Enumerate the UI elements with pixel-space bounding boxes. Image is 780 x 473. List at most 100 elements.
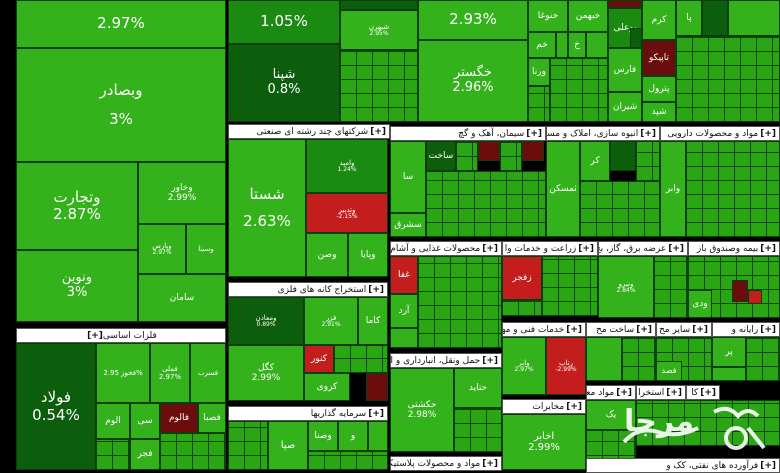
treemap-cell[interactable] — [712, 367, 746, 381]
expand-icon[interactable]: [+] — [482, 459, 498, 469]
treemap-cell-dark-red[interactable] — [732, 280, 748, 302]
sector-header-food[interactable]: [+]محصولات غذایی و آشام — [390, 241, 502, 256]
treemap-cell-vabar[interactable]: وابر — [660, 141, 686, 237]
sector-header-power[interactable]: [+]عرضه برق، گاز، بخ — [598, 241, 688, 256]
treemap-cell-saman[interactable]: سامان — [138, 274, 226, 322]
treemap-cell-kh[interactable]: خ — [568, 32, 586, 58]
treemap-cell-bank-top[interactable]: 2.97% — [16, 0, 226, 48]
expand-icon[interactable]: [+] — [566, 325, 582, 335]
treemap-cell-col3-top[interactable]: 2.93% — [418, 0, 528, 40]
treemap-cell-varna[interactable]: ورنا — [528, 58, 550, 86]
treemap-cell-shasta[interactable]: شستا 2.63% — [228, 139, 306, 277]
sector-header-bime[interactable]: [+]بیمه وصندوق باز — [688, 241, 780, 256]
expand-icon[interactable]: [+] — [578, 244, 594, 254]
treemap-cell-fasba[interactable]: فصبا — [198, 403, 226, 433]
treemap-cell-sashargh[interactable]: سشرق — [390, 213, 426, 237]
treemap-cell-vareza[interactable]: وابر 2.97% — [502, 337, 546, 395]
expand-icon[interactable]: [+] — [370, 127, 386, 137]
treemap-cell-petrol[interactable]: پترول — [642, 76, 676, 102]
treemap-cell-pex[interactable]: پر — [712, 337, 746, 367]
treemap-cell-dark[interactable] — [610, 141, 636, 171]
treemap-cell-metal-1[interactable]: فخوز 2.95% — [96, 343, 150, 403]
sector-header-transport[interactable]: [+]حمل ونقل، انبارداری و ار — [390, 353, 502, 368]
treemap-cell-saakht[interactable]: ساخت — [426, 141, 456, 171]
treemap-cell-build[interactable] — [586, 337, 622, 381]
sector-header-cement[interactable]: [+]سیمان، آهک و گچ — [390, 126, 546, 141]
expand-icon[interactable]: [+] — [368, 285, 384, 295]
treemap-cell-metal-3[interactable]: فسرب — [190, 343, 226, 403]
treemap-cell-shebahan[interactable]: شبهرن 2.95% — [340, 10, 418, 50]
expand-icon[interactable]: [+] — [760, 325, 776, 335]
sector-header-esta[interactable]: [+]استخرا — [636, 385, 686, 400]
expand-icon[interactable]: [+] — [526, 129, 542, 139]
treemap-cell[interactable] — [368, 421, 388, 451]
treemap-cell-col2-top[interactable]: 1.05% — [228, 0, 340, 44]
expand-icon[interactable]: [+] — [482, 356, 498, 366]
treemap-cell-metal-2[interactable]: فملی 2.97% — [150, 343, 190, 403]
sector-header-textile[interactable]: [+]فرآورده های نفتی، کک و — [586, 458, 780, 473]
expand-icon[interactable]: [+] — [760, 129, 776, 139]
treemap-cell-small-bank-a[interactable]: وپارس 2.97% — [138, 224, 186, 274]
treemap-cell-dark[interactable] — [630, 28, 642, 48]
expand-icon[interactable]: [+] — [636, 325, 652, 335]
treemap-cell-dark-red[interactable] — [608, 0, 642, 8]
treemap-cell-akhaber[interactable]: اخابر 2.99% — [502, 414, 586, 470]
treemap-cell-small-bank-b[interactable]: وسینا — [186, 224, 226, 274]
sector-header-services[interactable]: [+]خدمات فنی و مهند — [502, 322, 586, 337]
treemap-cell-fosd[interactable]: فصد — [656, 361, 682, 381]
treemap-cell-khoram[interactable]: خم — [528, 32, 556, 58]
sector-header-computer[interactable]: [+]رایانه و — [712, 322, 780, 337]
treemap-cell-vanovin[interactable]: ونوین 3% — [16, 250, 138, 322]
treemap-cell-karam[interactable]: کرم — [642, 0, 676, 40]
treemap-cell-vakhavar[interactable]: وخاور 2.99% — [138, 162, 226, 224]
treemap-cell[interactable] — [556, 32, 568, 58]
sector-header-rubber[interactable]: [+]مواد و محصولات پلاستیکی — [390, 456, 502, 471]
treemap-cell-fars[interactable]: فارس — [608, 48, 642, 92]
treemap-cell-alum[interactable]: الوم — [96, 403, 130, 439]
treemap-cell-yk[interactable]: یک — [586, 400, 636, 430]
treemap-cell-vatadbir[interactable]: وتدبیر -2.15% — [306, 193, 388, 233]
treemap-cell-pa[interactable]: پا — [676, 0, 702, 36]
treemap-cell-ghafa[interactable]: غفا — [390, 256, 418, 294]
treemap-cell-taipiko[interactable]: تاپیکو — [642, 40, 676, 76]
sector-header-agri[interactable]: [+]زراعت و خدمات وا — [502, 241, 598, 256]
treemap-cell-zagr[interactable]: زفجر — [502, 256, 542, 300]
treemap-cell-ard[interactable]: آرد — [390, 294, 418, 328]
sector-header-telecom[interactable]: [+]مخابرات — [502, 399, 586, 414]
treemap-cell-khebahman[interactable]: خبهمن — [568, 0, 608, 32]
sector-header-other[interactable]: [+]سایر مح — [656, 322, 712, 337]
treemap-cell-va[interactable]: و — [338, 421, 368, 451]
sector-header-multi[interactable]: [+]شرکتهای چند رشته ای صنعتی — [228, 124, 390, 139]
treemap-cell-tamaskan[interactable]: ثمسکن — [546, 141, 580, 237]
expand-icon[interactable]: [+] — [668, 244, 684, 254]
treemap-cell-vabsader[interactable]: وبصادر 3% — [16, 48, 226, 162]
treemap-cell-kama[interactable]: کاما — [358, 297, 388, 345]
sector-header-ka[interactable]: [+]کا — [686, 385, 720, 400]
treemap-cell[interactable] — [728, 0, 780, 36]
treemap-cell-dakr[interactable]: کر — [580, 141, 610, 181]
treemap-cell-vamid[interactable]: وامید 1.24% — [306, 139, 388, 193]
sector-header-metals[interactable]: فلزات اساسی[+] — [16, 328, 226, 343]
sector-header-invest[interactable]: [+]سرمایه گذاریها — [228, 406, 388, 421]
treemap-cell-dark-red[interactable] — [478, 141, 500, 161]
sector-header-pharma[interactable]: [+]مواد و محصولات دارویی — [660, 126, 780, 141]
treemap-cell-kegol[interactable]: کگل 2.99% — [228, 345, 304, 401]
treemap-cell-sehi[interactable]: سی — [130, 403, 160, 439]
treemap-cell-vasna[interactable]: وصنا — [308, 421, 338, 451]
expand-icon[interactable]: [+] — [692, 325, 708, 335]
treemap-cell-vanirou[interactable]: ونیرو 2.84% — [598, 256, 654, 318]
expand-icon[interactable]: [+] — [482, 244, 498, 254]
treemap-cell-red-1[interactable]: رتاپ -2.99% — [546, 337, 586, 395]
treemap-cell[interactable] — [390, 328, 418, 348]
treemap-cell-khegostar[interactable]: خگستر 2.96% — [418, 40, 528, 122]
expand-icon[interactable]: [+] — [566, 402, 582, 412]
expand-icon[interactable]: [+] — [87, 331, 103, 341]
sector-header-chem[interactable]: [+]مواد معدنی — [586, 385, 636, 400]
treemap-cell-kenoor[interactable]: کنور — [304, 345, 334, 373]
expand-icon[interactable]: [+] — [760, 461, 776, 471]
expand-icon[interactable]: [+] — [700, 388, 716, 398]
treemap-cell-fazar[interactable]: فزر 2.91% — [304, 297, 358, 345]
treemap-cell-hakashti[interactable]: حکشتی 2.98% — [390, 368, 454, 452]
expand-icon[interactable]: [+] — [368, 409, 384, 419]
treemap-cell-dark-red[interactable] — [366, 373, 388, 401]
